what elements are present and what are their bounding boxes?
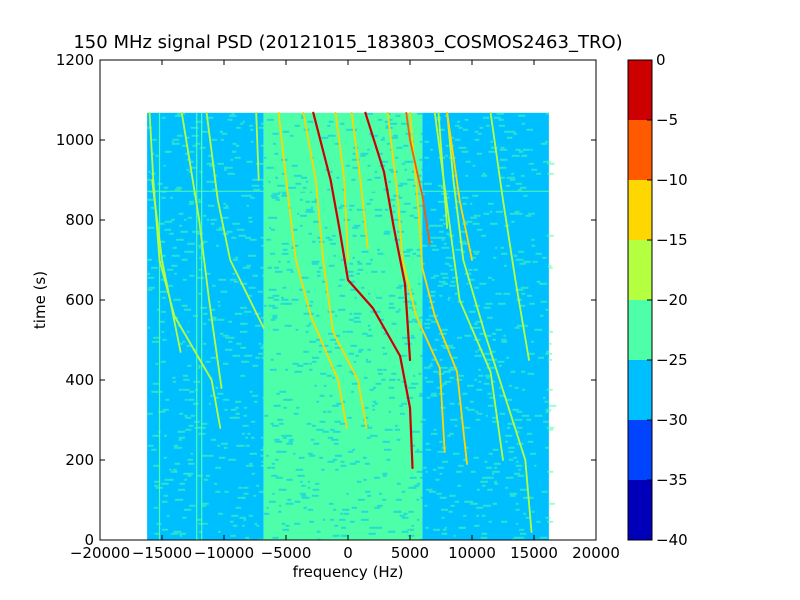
x-axis: −20000 −15000 −10000 −5000 0 5000 10000 15000 20… [70, 60, 620, 562]
y-tick-label: 400 [65, 371, 94, 389]
signal-trace-15 [180, 111, 223, 389]
colorbar-tick-label: −25 [656, 351, 688, 369]
signal-trace-2 [405, 111, 431, 245]
colorbar-segment-5 [628, 180, 652, 240]
colorbar-tick-label: −20 [656, 291, 688, 309]
colorbar-segment-3 [628, 300, 652, 360]
y-tick-label: 800 [65, 211, 94, 229]
signal-trace-9 [446, 111, 473, 261]
colorbar-segment-6 [628, 120, 652, 180]
colorbar-tick-label: −30 [656, 411, 688, 429]
colorbar-segment-4 [628, 240, 652, 300]
colorbar-segment-1 [628, 420, 652, 480]
signal-trace-6 [350, 111, 369, 249]
y-tick-label: 200 [65, 451, 94, 469]
x-tick-label: −15000 [132, 544, 192, 562]
signal-trace-0 [312, 111, 414, 470]
signal-trace-16 [205, 111, 265, 329]
colorbar-segment-7 [628, 60, 652, 120]
signal-trace-3 [277, 111, 348, 429]
signal-trace-13 [437, 111, 449, 229]
colorbar-tick-label: −15 [656, 231, 688, 249]
x-tick-label: −10000 [194, 544, 254, 562]
signal-trace-10 [446, 111, 533, 533]
y-axis: 0 200 400 600 800 1000 1200 [56, 51, 596, 549]
colorbar-tick-label: 0 [656, 51, 666, 69]
y-tick-label: 1000 [56, 131, 94, 149]
colorbar: −40 −35 −30 −25 −20 −15 −10 −5 0 [627, 51, 688, 549]
colorbar-tick-label: −40 [656, 531, 688, 549]
chart-title: 150 MHz signal PSD (20121015_183803_COSM… [73, 32, 622, 53]
x-tick-label: 0 [343, 544, 353, 562]
x-tick-label: 20000 [572, 544, 620, 562]
plot-area: −20000 −15000 −10000 −5000 0 5000 10000 15000 20… [56, 51, 620, 562]
signal-trace-4 [302, 111, 368, 429]
y-tick-label: 0 [84, 531, 94, 549]
signal-trace-1 [364, 111, 412, 362]
x-axis-label: frequency (Hz) [293, 563, 404, 581]
heatmap-region-0 [147, 112, 264, 540]
colorbar-tick-label: −5 [656, 111, 678, 129]
colorbar-tick-label: −35 [656, 471, 688, 489]
colorbar-segment-2 [628, 360, 652, 420]
y-tick-label: 600 [65, 291, 94, 309]
colorbar-segment-0 [628, 480, 652, 540]
signal-trace-7 [386, 111, 446, 453]
x-tick-label: 5000 [391, 544, 429, 562]
y-tick-label: 1200 [56, 51, 94, 69]
y-axis-label: time (s) [31, 271, 49, 329]
heatmap-region-2 [422, 112, 549, 540]
signal-trace-17 [255, 111, 260, 181]
heatmap [147, 111, 557, 540]
signal-trace-12 [489, 111, 530, 361]
x-tick-label: 15000 [510, 544, 558, 562]
signal-trace-8 [409, 111, 468, 465]
x-tick-label: −20000 [70, 544, 130, 562]
x-tick-label: −5000 [261, 544, 312, 562]
colorbar-tick-label: −10 [656, 171, 688, 189]
signal-trace-18 [151, 179, 182, 353]
signal-trace-5 [334, 111, 349, 261]
x-tick-label: 10000 [448, 544, 496, 562]
signal-trace-11 [433, 111, 504, 461]
